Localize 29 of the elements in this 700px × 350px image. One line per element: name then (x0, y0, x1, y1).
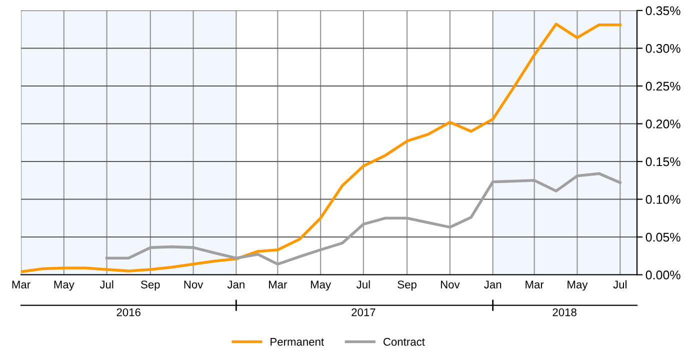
y-tick-label: 0.20% (646, 120, 680, 128)
x-tick-label: Nov (440, 280, 460, 288)
x2-tick-label: 2018 (552, 308, 576, 316)
x-tick-label: Jan (227, 280, 244, 288)
x-tick-label: Mar (12, 280, 30, 288)
y-tick-label: 0.30% (646, 44, 680, 53)
x-tick-label: Jul (100, 280, 114, 288)
x-tick-label: Sep (141, 280, 160, 291)
y-tick-label: 0.15% (646, 157, 680, 166)
x-tick-label: Mar (269, 280, 288, 288)
line-series (21, 22, 622, 274)
y-tick-label: 0.35% (646, 6, 680, 16)
x-tick-label: Jul (613, 280, 626, 288)
x-tick-label: Jul (356, 280, 370, 288)
x2-tick-label: 2017 (352, 308, 376, 316)
legend-label: Contract (384, 338, 425, 346)
legend-label: Permanent (270, 338, 324, 346)
x2-tick-label: 2016 (116, 308, 140, 316)
x-tick-label: May (310, 280, 332, 291)
x-tick-label: May (54, 280, 74, 291)
y-tick-label: 0.05% (646, 232, 680, 242)
x-tick-label: Jan (484, 280, 502, 288)
y-tick-label: 0.25% (646, 82, 680, 91)
x-tick-label: May (568, 280, 588, 291)
x-tick-label: Nov (184, 280, 204, 288)
x-tick-label: Mar (526, 280, 544, 288)
x-tick-label: Sep (398, 280, 416, 291)
y-tick-label: 0.10% (646, 195, 680, 204)
y-tick-label: 0.00% (646, 270, 680, 280)
